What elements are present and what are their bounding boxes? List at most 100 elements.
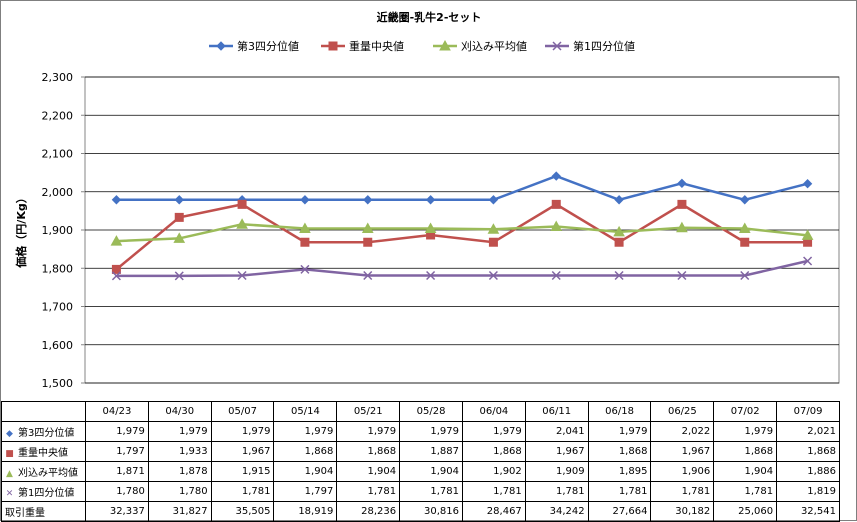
- data-label: 1,819: [776, 481, 840, 502]
- data-label: 1,886: [776, 461, 840, 482]
- data-point: [801, 229, 814, 240]
- data-point: [488, 237, 498, 247]
- table-corner: [1, 401, 86, 422]
- x-tick-label: 05/21: [336, 401, 401, 422]
- data-point: [488, 270, 498, 281]
- series-line-4: [116, 259, 808, 278]
- data-label: 1,868: [587, 441, 652, 462]
- data-label: 1,979: [273, 421, 338, 442]
- data-point: [363, 237, 373, 247]
- data-point: [613, 225, 625, 237]
- legend-marker: [552, 41, 562, 51]
- table-header-row: 04/23 04/30 05/07 05/14 05/21 05/28 06/04 06/11…: [1, 401, 840, 422]
- table-row-label: ▲ 刈込み平均値: [1, 461, 86, 482]
- data-point: [300, 237, 310, 247]
- data-table: 04/23 04/30 05/07 05/14 05/21 05/28 06/04 06/11…: [1, 401, 840, 522]
- data-label: 1,979: [587, 421, 652, 442]
- x-tick-label: 05/28: [399, 401, 463, 422]
- series-line-1: [116, 174, 808, 202]
- table-row: ■ 重量中央値 1,797 1,933 1,967 1,868 1,868 1,887 1,86…: [1, 441, 840, 462]
- x-tick-label: 06/11: [524, 401, 589, 422]
- data-point: [677, 199, 687, 209]
- data-point: [676, 221, 688, 233]
- data-label: 1,906: [650, 461, 715, 482]
- data-label: 32,541: [776, 501, 840, 522]
- data-point: [802, 179, 813, 189]
- data-label: 1,904: [399, 461, 463, 482]
- data-label: 1,868: [776, 441, 840, 462]
- y-tick-label: 1,500: [42, 377, 74, 390]
- y-tick-label: 2,200: [42, 109, 74, 122]
- x-tick-label: 05/14: [273, 401, 338, 422]
- y-axis-label: 価格（円/Kg）: [14, 192, 28, 268]
- legend-marker: [328, 41, 338, 51]
- data-point: [487, 223, 500, 234]
- data-label: 1,781: [336, 481, 401, 502]
- legend-marker: [216, 41, 226, 51]
- data-label: 32,337: [85, 501, 149, 522]
- x-tick-label: 04/23: [85, 401, 149, 422]
- x-tick-label: 05/07: [210, 401, 275, 422]
- data-point: [614, 195, 624, 205]
- y-tick-label: 2,000: [42, 186, 74, 199]
- data-point: [174, 212, 184, 222]
- data-label: 28,467: [461, 501, 526, 522]
- data-point: [174, 195, 184, 205]
- data-label: 1,979: [461, 421, 526, 442]
- data-label: 1,797: [85, 441, 149, 462]
- data-label: 1,868: [713, 441, 778, 462]
- y-tick-label: 2,100: [42, 148, 74, 161]
- data-point: [551, 270, 561, 281]
- data-label: 1,781: [399, 481, 463, 502]
- data-label: 1,895: [587, 461, 652, 482]
- y-tick-label: 1,800: [42, 262, 74, 275]
- x-tick-label: 06/04: [461, 401, 526, 422]
- table-row-label: ■ 重量中央値: [1, 441, 86, 462]
- legend-marker: [439, 39, 451, 51]
- data-point: [677, 270, 687, 281]
- data-label: 2,022: [650, 421, 715, 442]
- table-row: ▲ 刈込み平均値 1,871 1,878 1,915 1,904 1,904 1,904 1,9…: [1, 461, 840, 482]
- legend-key-icon: ◆: [6, 429, 13, 439]
- x-tick-label: 06/25: [650, 401, 715, 422]
- y-tick-label: 1,600: [42, 339, 74, 352]
- data-label: 1,904: [713, 461, 778, 482]
- data-label: 1,781: [210, 481, 275, 502]
- data-point: [738, 222, 751, 233]
- data-point: [300, 264, 310, 274]
- data-point: [426, 270, 436, 281]
- line-chart: 1,500 1,600 1,700 1,800 1,900 2,000 2,100 2,200…: [14, 10, 840, 390]
- table-row: ◆ 第3四分位値 1,979 1,979 1,979 1,979 1,979 1,979 1,9…: [1, 421, 840, 442]
- y-tick-label: 1,900: [42, 224, 74, 237]
- data-point: [299, 222, 311, 233]
- data-label: 1,781: [650, 481, 715, 502]
- x-tick-label: 07/09: [776, 401, 840, 422]
- data-point: [424, 222, 437, 233]
- data-label: 1,781: [587, 481, 652, 502]
- data-point: [740, 195, 750, 205]
- data-label: 27,664: [587, 501, 652, 522]
- chart-title: 近畿圏-乳牛2-セット: [377, 10, 482, 24]
- data-label: 1,979: [336, 421, 401, 442]
- data-label: 1,797: [273, 481, 338, 502]
- legend-key-icon: ■: [5, 449, 14, 459]
- legend-label: 第3四分位値: [237, 39, 299, 53]
- data-label: 31,827: [147, 501, 212, 522]
- data-label: 1,904: [273, 461, 338, 482]
- data-point: [488, 195, 499, 205]
- data-label: 1,902: [461, 461, 526, 482]
- data-point: [551, 199, 561, 209]
- data-label: 1,781: [713, 481, 778, 502]
- data-label: 1,887: [399, 441, 463, 462]
- data-point: [740, 270, 750, 281]
- data-label: 1,871: [85, 461, 149, 482]
- x-tick-label: 06/18: [587, 401, 652, 422]
- data-label: 18,919: [273, 501, 338, 522]
- data-point: [111, 195, 122, 205]
- data-label: 1,979: [399, 421, 463, 442]
- data-label: 1,979: [713, 421, 778, 442]
- data-point: [550, 220, 563, 232]
- series-line-3: [116, 223, 808, 243]
- series-line-2: [115, 202, 808, 271]
